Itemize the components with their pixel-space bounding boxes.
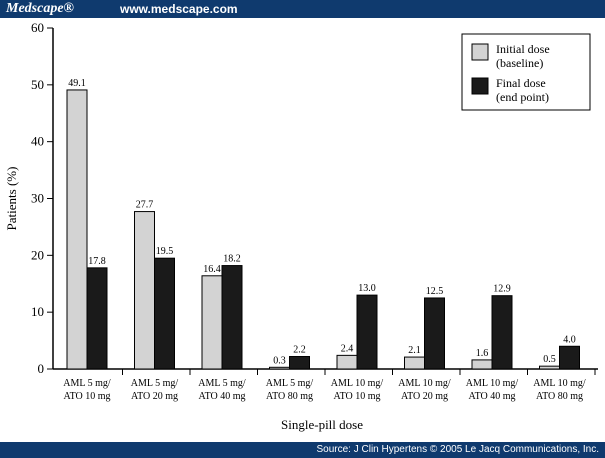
x-axis-label: Single-pill dose (281, 417, 363, 432)
bar-final-dose (559, 345, 580, 370)
data-label-final: 12.5 (426, 286, 444, 297)
data-label-initial: 27.7 (136, 200, 154, 211)
legend-label: Final dose (496, 76, 546, 90)
bar-final-dose (424, 297, 445, 370)
x-tick-label-line2: ATO 20 mg (401, 391, 448, 402)
legend-sublabel: (end point) (496, 90, 549, 104)
x-tick-label-line2: ATO 40 mg (468, 391, 515, 402)
data-label-final: 18.2 (223, 254, 241, 265)
x-tick-label-line2: ATO 40 mg (198, 391, 245, 402)
bar-chart: 0 10 20 30 40 50 60 Patients (%) 49.1 17.8 AML 5 m… (4, 20, 598, 432)
x-tick-label-line2: ATO 80 mg (536, 391, 583, 402)
bar-initial-dose (336, 354, 358, 370)
legend-swatch-initial (471, 43, 489, 61)
data-label-initial: 49.1 (68, 78, 86, 89)
x-tick-label-line2: ATO 10 mg (63, 391, 110, 402)
x-tick-label-line1: AML 10 mg/ (331, 378, 384, 389)
header-bar: Medscape® www.medscape.com (0, 0, 605, 18)
y-tick-label: 60 (31, 20, 44, 35)
y-tick-label: 20 (31, 247, 44, 262)
bar-final-dose (221, 265, 243, 370)
x-tick-label-line1: AML 5 mg/ (198, 378, 246, 389)
bar-final-dose (491, 295, 513, 370)
bar-initial-dose (201, 275, 223, 370)
data-label-final: 17.8 (88, 256, 106, 267)
y-axis-label: Patients (%) (4, 167, 19, 231)
bar-initial-dose (66, 89, 88, 370)
brand-logo: Medscape® (6, 1, 74, 16)
data-label-initial: 0.5 (543, 354, 556, 365)
data-label-final: 12.9 (493, 284, 511, 295)
source-credit: Source: J Clin Hypertens © 2005 Le Jacq … (316, 444, 600, 455)
x-tick-label-line1: AML 10 mg/ (398, 378, 451, 389)
bar-initial-dose (471, 359, 493, 370)
legend-sublabel: (baseline) (496, 56, 543, 70)
y-tick-label: 40 (31, 134, 44, 149)
data-label-initial: 0.3 (273, 355, 286, 366)
y-tick-label: 30 (31, 191, 44, 206)
data-label-final: 13.0 (358, 283, 376, 294)
x-tick-label-line2: ATO 10 mg (333, 391, 380, 402)
data-label-initial: 2.1 (408, 345, 421, 356)
bar-initial-dose (269, 366, 290, 370)
x-tick-label-line1: AML 5 mg/ (63, 378, 111, 389)
data-label-final: 19.5 (156, 246, 174, 257)
bar-final-dose (356, 294, 378, 370)
bar-initial-dose (539, 365, 560, 370)
y-tick-label: 50 (31, 77, 44, 92)
data-label-final: 4.0 (563, 334, 576, 345)
footer-bar: Source: J Clin Hypertens © 2005 Le Jacq … (0, 442, 605, 458)
data-label-initial: 2.4 (341, 343, 354, 354)
x-tick-label-line2: ATO 80 mg (266, 391, 313, 402)
legend-label: Initial dose (496, 42, 550, 56)
x-tick-label-line1: AML 5 mg/ (266, 378, 314, 389)
bar-final-dose (289, 355, 310, 370)
x-tick-label-line1: AML 10 mg/ (533, 378, 586, 389)
bar-initial-dose (404, 356, 425, 370)
data-label-final: 2.2 (293, 344, 306, 355)
x-tick-label-line1: AML 10 mg/ (466, 378, 519, 389)
data-label-initial: 16.4 (203, 264, 221, 275)
legend-swatch-final (471, 77, 489, 95)
y-tick-label: 0 (38, 361, 45, 376)
y-tick-label: 10 (31, 304, 44, 319)
bar-initial-dose (134, 211, 155, 370)
x-tick-label-line1: AML 5 mg/ (131, 378, 179, 389)
site-url[interactable]: www.medscape.com (120, 2, 238, 16)
bar-final-dose (86, 267, 108, 370)
data-label-initial: 1.6 (476, 348, 489, 359)
bar-final-dose (154, 257, 175, 370)
x-tick-label-line2: ATO 20 mg (131, 391, 178, 402)
